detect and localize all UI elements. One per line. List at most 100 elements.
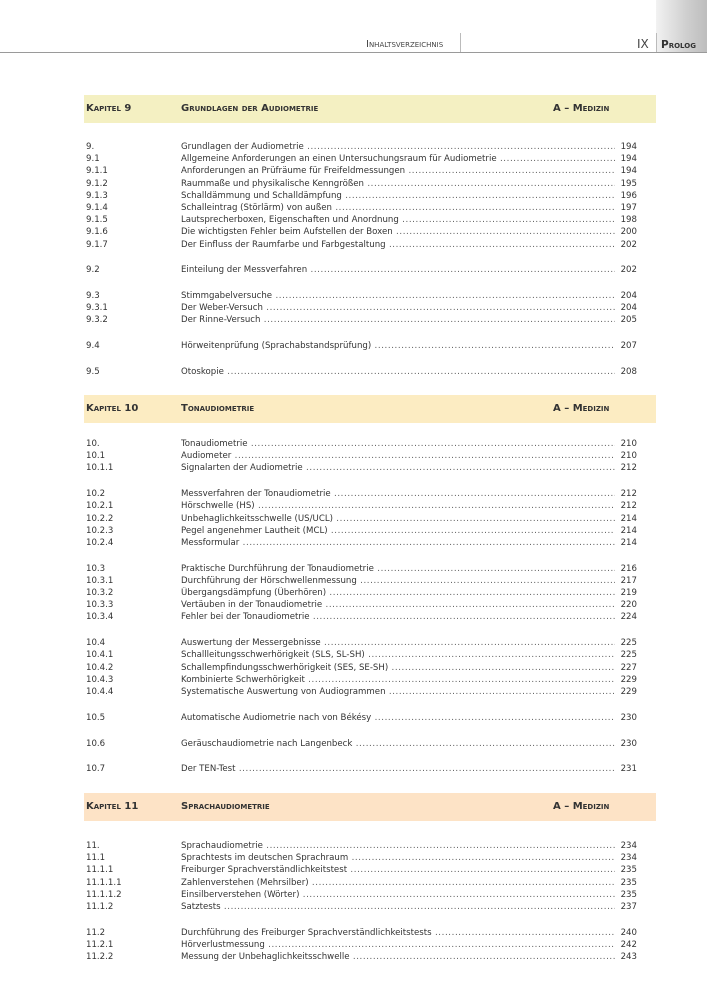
- entry-title: Audiometer: [181, 450, 615, 462]
- toc-entry[interactable]: 11.2.2 Messung der Unbehaglichkeitsschwel…: [84, 951, 637, 964]
- toc-entry[interactable]: 10.5 Automatische Audiometrie nach von Bé…: [84, 711, 637, 724]
- entry-title: Signalarten der Audiometrie: [181, 462, 615, 474]
- entry-title: Stimmgabelversuche: [181, 290, 615, 302]
- toc-entry[interactable]: 11. Sprachaudiometrie234: [84, 840, 637, 853]
- toc-entry[interactable]: 10.4 Auswertung der Messergebnisse225: [84, 637, 637, 650]
- toc-entry[interactable]: 10.3.3 Vertäuben in der Tonaudiometrie220: [84, 599, 637, 612]
- entry-number: 10.: [86, 439, 100, 449]
- toc-entry[interactable]: 9.3 Stimmgabelversuche204: [84, 290, 637, 303]
- toc-entry[interactable]: 9.1.7 Der Einfluss der Raumfarbe und Farb…: [84, 238, 637, 251]
- toc-entry[interactable]: 9.4 Hörweitenprüfung (Sprachabstandsprüfu…: [84, 340, 637, 353]
- entry-page: 242: [618, 938, 637, 952]
- entry-number: 9.4: [86, 341, 100, 352]
- entry-page: 194: [618, 153, 637, 166]
- entry-group: 9.3 Stimmgabelversuche204 9.3.1 Der Weber-V…: [84, 290, 637, 327]
- toc-entry[interactable]: 11.1.1.1 Zahlenverstehen (Mehrsilber)235: [84, 876, 637, 889]
- toc-entry[interactable]: 10.4.2 Schallempfindungsschwerhörigkeit (…: [84, 661, 637, 674]
- entry-group: 9.4 Hörweitenprüfung (Sprachabstandsprüfu…: [84, 340, 637, 353]
- toc-entry[interactable]: 10.2 Messverfahren der Tonaudiometrie212: [84, 488, 637, 501]
- chapter-category: A – Medizin: [553, 801, 610, 812]
- entry-title: Hörverlustmessung: [181, 939, 615, 951]
- section-tab: [656, 0, 707, 52]
- toc-entry[interactable]: 9.2 Einteilung der Messverfahren202: [84, 264, 637, 277]
- entry-title: Zahlenverstehen (Mehrsilber): [181, 877, 615, 889]
- toc-entry[interactable]: 10.7 Der TEN-Test231: [84, 763, 637, 776]
- entry-number: 11.1.2: [86, 901, 114, 912]
- toc-entry[interactable]: 10.1 Audiometer210: [84, 450, 637, 463]
- entry-number: 11.1: [86, 853, 106, 864]
- entry-number: 9.1.2: [86, 178, 108, 189]
- entry-number: 9.3: [86, 291, 100, 302]
- entry-page: 212: [618, 462, 637, 475]
- toc-entry[interactable]: 11.1.1.2 Einsilberverstehen (Wörter)235: [84, 888, 637, 901]
- toc-entry[interactable]: 9.1.3 Schalldämmung und Schalldämpfung196: [84, 189, 637, 202]
- toc-entry[interactable]: 9.1.2 Raummaße und physikalische Kenngröß…: [84, 177, 637, 190]
- entry-page: 202: [618, 264, 637, 277]
- toc-entry[interactable]: 10.1.1 Signalarten der Audiometrie212: [84, 462, 637, 475]
- entry-group: 10.5 Automatische Audiometrie nach von Bé…: [84, 711, 637, 724]
- chapter-category: A – Medizin: [553, 403, 610, 414]
- toc-entry[interactable]: 10.3.1 Durchführung der Hörschwellenmessu…: [84, 574, 637, 588]
- entry-title: Durchführung der Hörschwellenmessung: [181, 575, 615, 587]
- entry-number: 10.1: [86, 451, 106, 462]
- entry-page: 219: [618, 587, 637, 600]
- entry-title: Auswertung der Messergebnisse: [181, 637, 615, 649]
- entry-title: Lautsprecherboxen, Eigenschaften und Ano…: [181, 214, 615, 226]
- entry-page: 220: [618, 599, 637, 612]
- entry-number: 10.4: [86, 638, 106, 649]
- toc-entry[interactable]: 9.1.4 Schalleintrag (Störlärm) von außen1…: [84, 201, 637, 215]
- entry-page: 194: [618, 141, 637, 154]
- toc-entry[interactable]: 10.3 Praktische Durchführung der Tonaudio…: [84, 562, 637, 575]
- toc-entry[interactable]: 10.2.3 Pegel angenehmer Lautheit (MCL)214: [84, 524, 637, 537]
- toc-entry[interactable]: 10.4.4 Systematische Auswertung von Audio…: [84, 685, 637, 699]
- toc-entry[interactable]: 11.2 Durchführung des Freiburger Sprachve…: [84, 926, 637, 939]
- entry-number: 11.2: [86, 927, 106, 938]
- toc-entry[interactable]: 10.6 Geräuschaudiometrie nach Langenbeck2…: [84, 737, 637, 750]
- entry-title: Unbehaglichkeitsschwelle (US/UCL): [181, 513, 615, 525]
- toc-entry[interactable]: 10.4.3 Kombinierte Schwerhörigkeit229: [84, 673, 637, 686]
- entry-page: 237: [618, 900, 637, 914]
- toc-entry[interactable]: 9.1 Allgemeine Anforderungen an einen Unt…: [84, 153, 637, 166]
- toc-entry[interactable]: 10.3.2 Übergangsdämpfung (Überhören)219: [84, 587, 637, 600]
- toc-entry[interactable]: 9.5 Otoskopie208: [84, 366, 637, 379]
- entry-page: 224: [618, 611, 637, 624]
- chapter-label: Kapitel 11: [86, 801, 139, 812]
- entry-page: 195: [618, 177, 637, 190]
- header-divider: [656, 33, 657, 52]
- chapter-title: Sprachaudiometrie: [181, 801, 270, 812]
- toc-entry[interactable]: 11.1 Sprachtests im deutschen Sprachraum2…: [84, 852, 637, 865]
- toc-entry[interactable]: 10.2.2 Unbehaglichkeitsschwelle (US/UCL)2…: [84, 512, 637, 525]
- entry-group: 10.7 Der TEN-Test231: [84, 763, 637, 776]
- toc-entry[interactable]: 9.3.2 Der Rinne-Versuch205: [84, 314, 637, 327]
- entry-title: Vertäuben in der Tonaudiometrie: [181, 599, 615, 611]
- toc-entry[interactable]: 10.3.4 Fehler bei der Tonaudiometrie224: [84, 611, 637, 624]
- toc-entry[interactable]: 11.1.1 Freiburger Sprachverständlichkeits…: [84, 864, 637, 877]
- entry-title: Messformular: [181, 537, 615, 549]
- toc-entry[interactable]: 10.4.1 Schallleitungsschwerhörigkeit (SLS…: [84, 649, 637, 662]
- toc-entry[interactable]: 11.1.2 Satztests237: [84, 900, 637, 914]
- entry-number: 9.1: [86, 154, 100, 165]
- toc-entry[interactable]: 9.1.1 Anforderungen an Prüfräume für Frei…: [84, 165, 637, 178]
- entry-page: 214: [618, 524, 637, 537]
- entry-number: 9.1.4: [86, 202, 108, 213]
- toc-entry[interactable]: 10.2.4 Messformular214: [84, 536, 637, 550]
- entry-number: 9.1.3: [86, 190, 108, 201]
- chapter-header-bar: Kapitel 9 Grundlagen der Audiometrie A – M…: [84, 95, 656, 123]
- toc-entry[interactable]: 9.3.1 Der Weber-Versuch204: [84, 302, 637, 315]
- toc-entry[interactable]: 9. Grundlagen der Audiometrie194: [84, 141, 637, 154]
- entry-title: Durchführung des Freiburger Sprachverstä…: [181, 927, 615, 939]
- entry-number: 9.1.6: [86, 227, 108, 238]
- toc-entry[interactable]: 11.2.1 Hörverlustmessung242: [84, 938, 637, 952]
- entry-page: 194: [618, 165, 637, 178]
- toc-entry[interactable]: 9.1.5 Lautsprecherboxen, Eigenschaften un…: [84, 214, 637, 227]
- entry-title: Freiburger Sprachverständlichkeitstest: [181, 864, 615, 876]
- entry-number: 11.1.1: [86, 865, 114, 876]
- toc-entry[interactable]: 9.1.6 Die wichtigsten Fehler beim Aufstel…: [84, 226, 637, 239]
- entry-number: 11.: [86, 841, 100, 851]
- entry-number: 11.2.2: [86, 952, 114, 963]
- toc-entry[interactable]: 10.2.1 Hörschwelle (HS)212: [84, 500, 637, 513]
- toc-entry[interactable]: 10. Tonaudiometrie210: [84, 438, 637, 451]
- chapter-entries: 11. Sprachaudiometrie234 11.1 Sprachtests i…: [84, 840, 637, 977]
- entry-title: Einsilberverstehen (Wörter): [181, 889, 615, 901]
- entry-page: 235: [618, 888, 637, 901]
